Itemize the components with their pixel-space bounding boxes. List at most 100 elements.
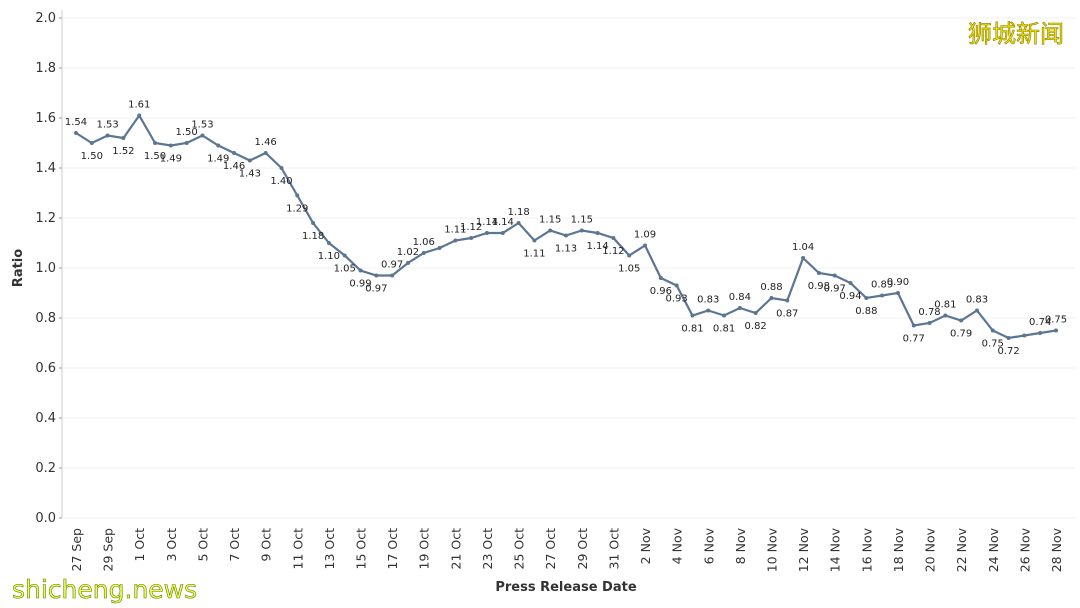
data-label: 1.18 bbox=[302, 231, 324, 242]
data-label: 0.88 bbox=[855, 306, 877, 317]
x-tick-label: 18 Nov bbox=[891, 527, 906, 572]
point bbox=[1022, 333, 1027, 338]
data-label: 0.78 bbox=[918, 307, 940, 318]
point bbox=[105, 133, 110, 138]
data-label: 1.14 bbox=[492, 217, 514, 228]
point bbox=[564, 233, 568, 238]
x-tick-label: 25 Oct bbox=[512, 528, 527, 570]
x-tick-label: 9 Oct bbox=[259, 528, 274, 562]
y-tick-label: 1.2 bbox=[35, 211, 56, 226]
point bbox=[769, 296, 774, 300]
data-label: 0.93 bbox=[666, 294, 688, 305]
data-label: 1.61 bbox=[128, 100, 150, 111]
x-tick-label: 17 Oct bbox=[385, 528, 400, 570]
data-label: 1.49 bbox=[207, 154, 229, 165]
x-tick-label: 23 Oct bbox=[480, 528, 495, 570]
point bbox=[374, 273, 379, 278]
point bbox=[579, 228, 584, 233]
data-label: 0.87 bbox=[776, 309, 798, 320]
y-tick-label: 0.6 bbox=[35, 361, 56, 376]
data-label: 1.10 bbox=[318, 251, 340, 262]
point bbox=[168, 143, 173, 148]
y-tick-label: 1.0 bbox=[35, 261, 56, 276]
data-label: 1.11 bbox=[523, 249, 545, 260]
point bbox=[421, 251, 426, 255]
data-label: 0.98 bbox=[808, 281, 830, 292]
data-label: 0.90 bbox=[887, 277, 909, 288]
data-label: 1.53 bbox=[96, 120, 118, 131]
data-label: 0.77 bbox=[903, 334, 925, 345]
data-label: 0.83 bbox=[697, 295, 719, 306]
data-label: 1.14 bbox=[586, 241, 608, 252]
data-label: 1.50 bbox=[144, 151, 166, 162]
data-label: 1.50 bbox=[81, 151, 103, 162]
point bbox=[848, 281, 853, 285]
data-label: 1.29 bbox=[286, 204, 308, 215]
x-tick-label: 19 Oct bbox=[417, 528, 432, 570]
data-label: 1.54 bbox=[65, 117, 87, 128]
data-label: 1.02 bbox=[397, 247, 419, 258]
x-tick-label: 6 Nov bbox=[701, 527, 716, 564]
data-label: 0.81 bbox=[713, 324, 735, 335]
x-tick-label: 13 Oct bbox=[322, 528, 337, 570]
x-tick-label: 4 Nov bbox=[670, 527, 685, 564]
x-tick-label: 12 Nov bbox=[796, 527, 811, 572]
point bbox=[895, 291, 900, 295]
x-tick-label: 8 Nov bbox=[733, 527, 748, 564]
point bbox=[469, 236, 474, 240]
point bbox=[437, 246, 442, 250]
data-label: 1.05 bbox=[334, 264, 356, 275]
x-tick-label: 11 Oct bbox=[290, 528, 305, 570]
watermark: 狮城新闻 bbox=[968, 20, 1064, 48]
point bbox=[532, 238, 537, 243]
data-label: 1.12 bbox=[602, 246, 624, 257]
point bbox=[247, 158, 252, 163]
x-tick-label: 14 Nov bbox=[828, 527, 843, 572]
point bbox=[880, 293, 885, 298]
x-tick-label: 1 Oct bbox=[132, 528, 147, 562]
data-label: 1.12 bbox=[460, 222, 482, 233]
point bbox=[911, 323, 916, 328]
point bbox=[990, 328, 995, 333]
point bbox=[643, 243, 648, 248]
point bbox=[232, 151, 237, 155]
x-tick-label: 3 Oct bbox=[164, 528, 179, 562]
data-label: 1.09 bbox=[634, 230, 656, 241]
data-label: 1.43 bbox=[239, 169, 261, 180]
x-tick-label: 2 Nov bbox=[638, 527, 653, 564]
data-label: 0.75 bbox=[1045, 315, 1067, 326]
point bbox=[1006, 336, 1011, 340]
point bbox=[832, 273, 837, 278]
point bbox=[342, 253, 347, 258]
point bbox=[484, 231, 489, 235]
point bbox=[753, 311, 758, 315]
point bbox=[737, 306, 742, 310]
x-tick-label: 16 Nov bbox=[859, 527, 874, 572]
data-label: 1.40 bbox=[270, 176, 292, 187]
point bbox=[137, 113, 142, 118]
point bbox=[943, 313, 948, 318]
data-label: 0.96 bbox=[650, 286, 672, 297]
point bbox=[674, 283, 679, 288]
data-label: 1.49 bbox=[160, 154, 182, 165]
point bbox=[785, 298, 790, 303]
data-label: 0.82 bbox=[745, 321, 767, 332]
point bbox=[200, 133, 205, 138]
point bbox=[279, 166, 284, 170]
point bbox=[548, 228, 553, 233]
x-tick-label: 26 Nov bbox=[1017, 527, 1032, 572]
x-tick-label: 27 Oct bbox=[543, 528, 558, 570]
point bbox=[516, 221, 521, 225]
data-label: 1.15 bbox=[571, 215, 593, 226]
y-tick-label: 1.4 bbox=[35, 161, 56, 176]
line bbox=[75, 113, 1057, 340]
data-label: 0.81 bbox=[681, 324, 703, 335]
y-tick-label: 1.8 bbox=[35, 61, 56, 76]
data-label: 1.46 bbox=[255, 137, 277, 148]
point bbox=[864, 296, 869, 300]
data-label: 1.18 bbox=[507, 207, 529, 218]
data-label: 0.81 bbox=[934, 300, 956, 311]
point bbox=[1038, 331, 1043, 335]
data-label: 0.79 bbox=[950, 329, 972, 340]
x-tick-label: 7 Oct bbox=[227, 528, 242, 562]
